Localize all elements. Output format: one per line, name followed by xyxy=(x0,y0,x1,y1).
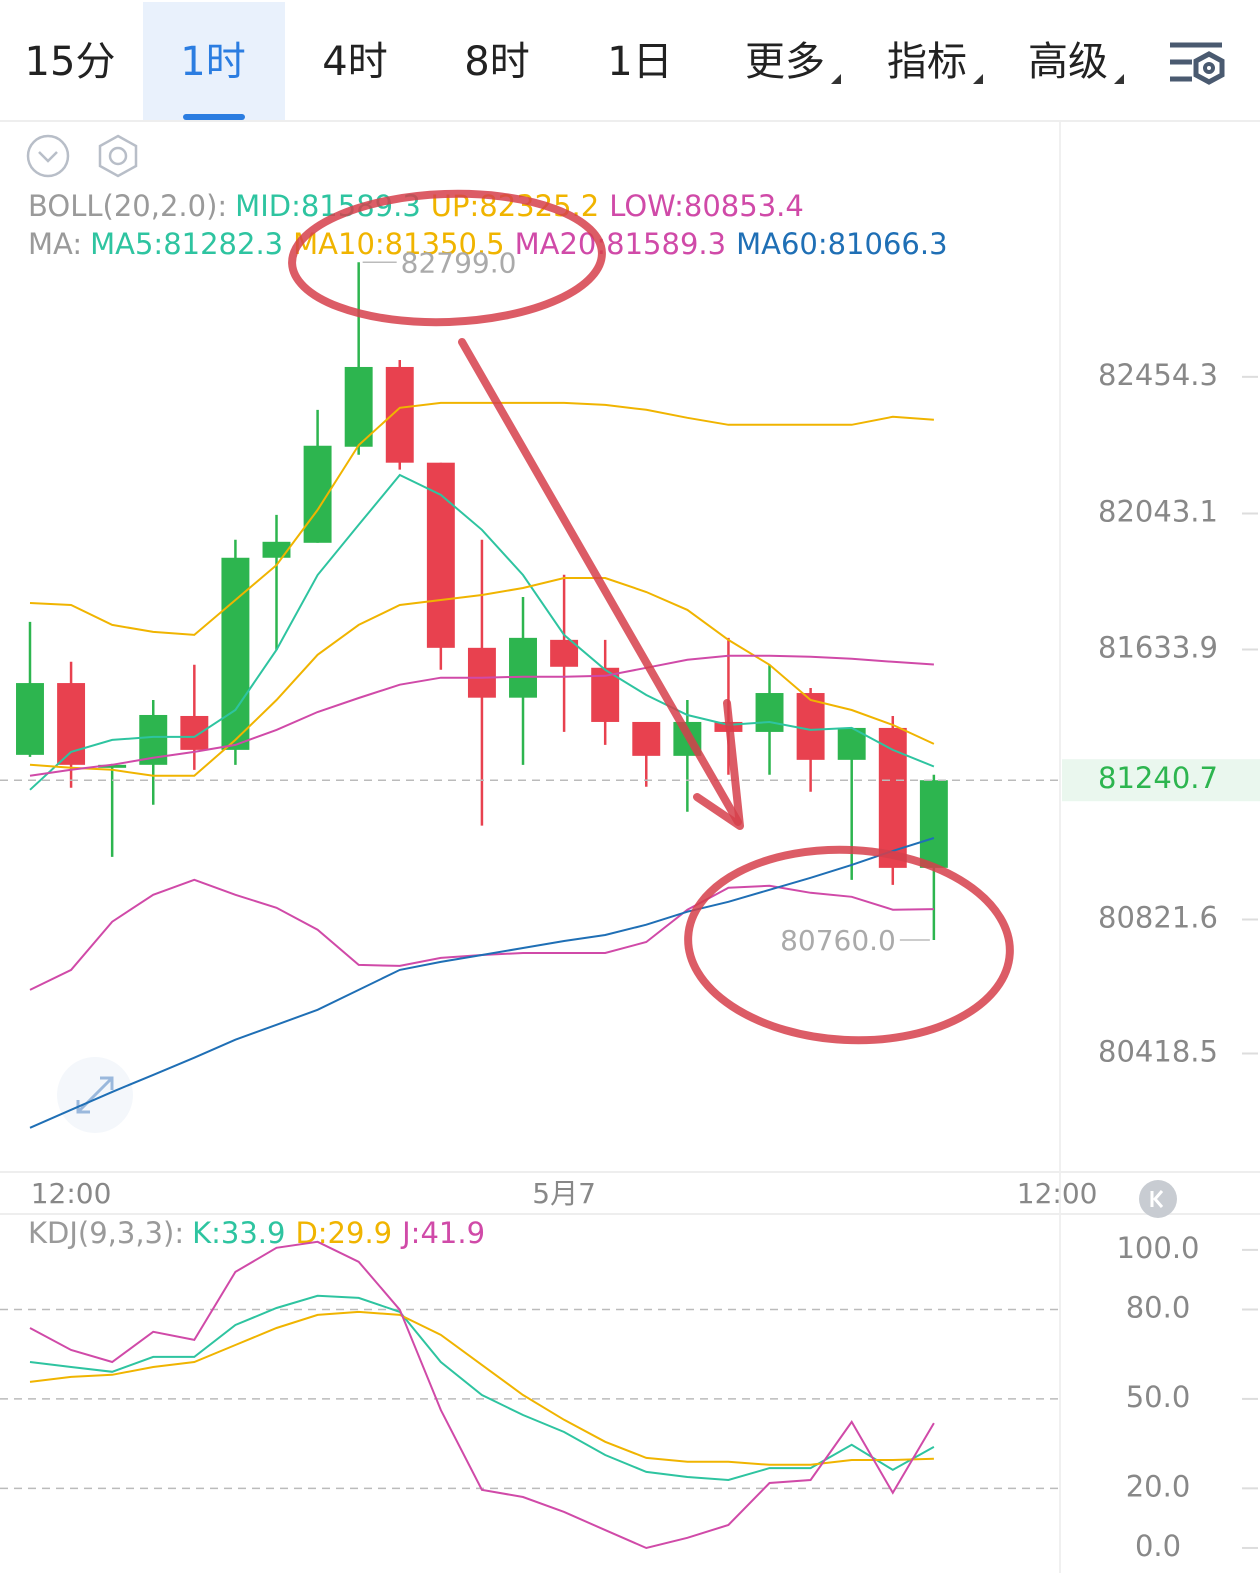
candle-body xyxy=(344,366,373,447)
last-price-bg xyxy=(1062,759,1260,802)
legend-title: KDJ(9,3,3): xyxy=(28,1216,184,1250)
tab[interactable]: 高级 xyxy=(1028,39,1108,85)
x-tick-label: 5月7 xyxy=(532,1177,596,1210)
tab[interactable]: 更多 xyxy=(745,39,825,85)
y-tick-label: 80418.5 xyxy=(1098,1035,1218,1069)
y-tick-label: 0.0 xyxy=(1135,1529,1181,1563)
active-tab-bg xyxy=(143,2,285,120)
y-tick-label: 20.0 xyxy=(1126,1469,1191,1503)
legend-item: J:41.9 xyxy=(400,1216,485,1250)
indicator-line xyxy=(29,577,935,777)
candle-body xyxy=(221,557,250,750)
tab[interactable]: 15分 xyxy=(25,39,116,85)
collapse-icon[interactable] xyxy=(26,134,70,178)
scroll-latest-button[interactable] xyxy=(1139,1180,1177,1218)
tab[interactable]: 指标 xyxy=(887,39,967,85)
active-tab-indicator xyxy=(183,114,245,120)
legend-item: MA60:81066.3 xyxy=(736,227,947,261)
candle-body xyxy=(16,683,44,755)
settings-hex-icon[interactable] xyxy=(98,134,138,178)
indicator-line xyxy=(29,837,935,1129)
y-tick-label: 82043.1 xyxy=(1098,495,1218,529)
x-tick-label: 12:00 xyxy=(1017,1177,1098,1210)
candle-body xyxy=(509,637,537,698)
candle-body xyxy=(262,541,291,558)
legend-title: BOLL(20,2.0): xyxy=(28,189,227,223)
tab[interactable]: 4时 xyxy=(322,39,387,85)
indicator-line xyxy=(29,654,934,777)
kdj-line xyxy=(29,1240,935,1550)
candle-body xyxy=(426,462,455,648)
legend-item: LOW:80853.4 xyxy=(609,189,804,223)
kdj-line xyxy=(29,1310,934,1466)
legend-title: MA: xyxy=(28,227,82,261)
candle-body xyxy=(919,780,948,868)
dropdown-caret xyxy=(831,74,841,84)
x-tick-label: 12:00 xyxy=(31,1177,112,1210)
y-tick-label: 80821.6 xyxy=(1098,901,1218,935)
y-tick-label: 100.0 xyxy=(1116,1231,1199,1265)
indicator-line xyxy=(29,401,934,636)
candle-body xyxy=(550,639,579,667)
kdj-line xyxy=(29,1294,935,1482)
candle-body xyxy=(180,715,209,750)
indicator-line xyxy=(29,473,935,791)
tab[interactable]: 8时 xyxy=(464,39,529,85)
candle-body xyxy=(796,693,825,760)
tab[interactable]: 1时 xyxy=(180,39,245,85)
dropdown-caret xyxy=(1114,74,1124,84)
expand-icon[interactable] xyxy=(57,1057,133,1133)
candle-body xyxy=(385,366,414,463)
tab[interactable]: 1日 xyxy=(607,39,672,85)
legend-item: MA20:81589.3 xyxy=(515,227,726,261)
y-tick-label: 80.0 xyxy=(1126,1290,1191,1324)
low-label: 80760.0 xyxy=(780,924,896,957)
y-tick-label: 82454.3 xyxy=(1098,358,1218,392)
candle-body xyxy=(878,727,907,868)
y-tick-label: 50.0 xyxy=(1126,1380,1191,1414)
high-label: 82799.0 xyxy=(401,246,517,279)
legend-item: MA5:81282.3 xyxy=(90,227,283,261)
candle-body xyxy=(755,693,784,732)
last-price-label: 81240.7 xyxy=(1098,761,1218,795)
y-tick-label: 81633.9 xyxy=(1098,631,1218,665)
dropdown-caret xyxy=(973,74,983,84)
candle-body xyxy=(98,764,127,768)
annotation xyxy=(288,189,1014,1045)
candle-body xyxy=(467,647,496,698)
legend-item: K:33.9 xyxy=(192,1216,285,1250)
legend-item: D:29.9 xyxy=(295,1216,392,1250)
candle-body xyxy=(632,721,661,756)
settings-icon[interactable] xyxy=(1170,42,1225,85)
legend-item: MA10:81350.5 xyxy=(293,227,504,261)
